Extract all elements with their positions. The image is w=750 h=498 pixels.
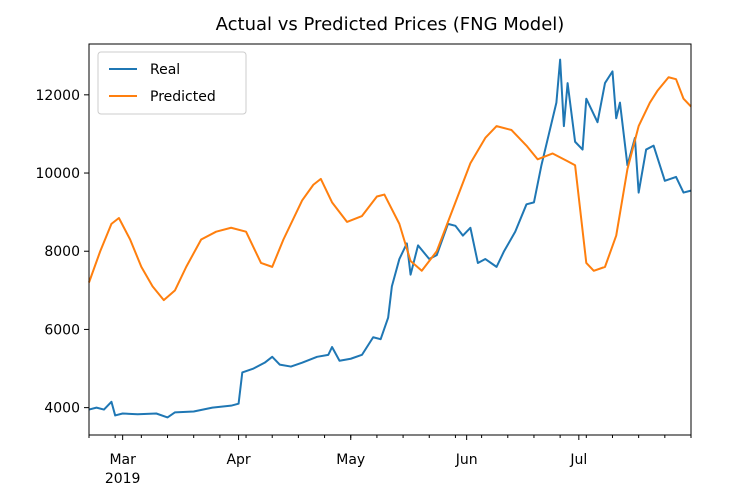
- y-tick-label: 12000: [35, 88, 80, 104]
- x-tick-label: Jul: [569, 452, 587, 468]
- y-tick-label: 10000: [35, 166, 80, 182]
- legend-label-real: Real: [150, 62, 180, 78]
- x-tick-label: May: [336, 452, 365, 468]
- legend-box: [97, 51, 247, 115]
- legend: Real Predicted: [97, 51, 247, 115]
- x-tick-label: Jun: [455, 452, 478, 468]
- legend-label-predicted: Predicted: [150, 89, 216, 105]
- x-tick-label: Mar: [109, 452, 136, 468]
- y-tick-label: 8000: [44, 244, 80, 260]
- x-tick-label: Apr: [226, 452, 250, 468]
- plot-frame: [88, 43, 692, 436]
- x-tick-sublabel: 2019: [105, 471, 141, 487]
- chart-title: Actual vs Predicted Prices (FNG Model): [216, 14, 565, 35]
- y-tick-label: 6000: [44, 322, 80, 338]
- series-line-predicted: [88, 76, 692, 302]
- series-line-real: [88, 58, 692, 419]
- x-axis: Mar 2019 Apr May Jun Jul: [88, 435, 692, 487]
- y-tick-label: 4000: [44, 401, 80, 417]
- series-layer: [88, 58, 692, 419]
- y-axis: 4000 6000 8000 10000 12000: [35, 88, 89, 417]
